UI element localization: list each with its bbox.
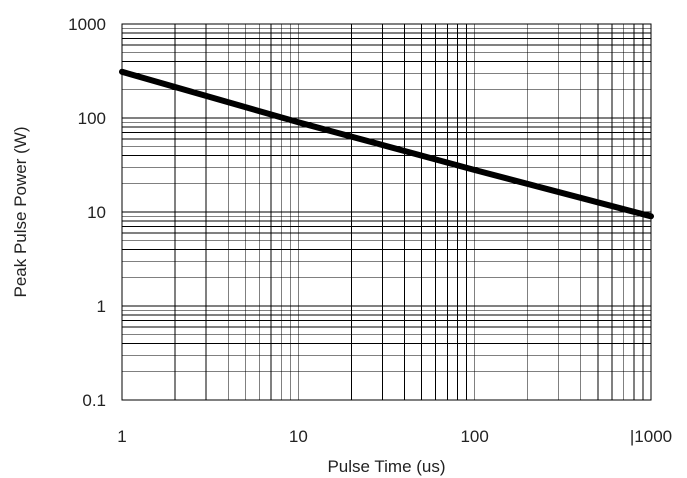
grid-lines [121,24,651,401]
x-axis-title: Pulse Time (us) [327,457,445,476]
plot-frame [121,23,652,401]
y-tick-label: 100 [78,109,106,128]
y-tick-label: 10 [87,203,106,222]
x-tick-labels: 1 10 100 |1000 [117,427,672,446]
y-tick-label: 1 [97,297,106,316]
y-axis-title: Peak Pulse Power (W) [11,127,30,298]
series-line [119,68,654,220]
y-tick-label: 1000 [68,15,106,34]
x-tick-label: 10 [289,427,308,446]
y-tick-label: 0.1 [82,391,106,410]
y-tick-labels: 0.1 1 10 100 1000 [68,15,106,410]
x-tick-label: 100 [460,427,488,446]
x-tick-label: 1 [117,427,126,446]
x-tick-label: |1000 [630,427,672,446]
